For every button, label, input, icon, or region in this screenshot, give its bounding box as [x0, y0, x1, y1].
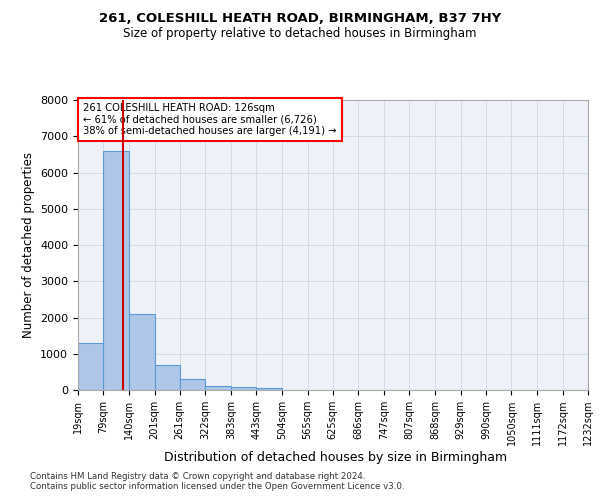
- Y-axis label: Number of detached properties: Number of detached properties: [22, 152, 35, 338]
- Text: Distribution of detached houses by size in Birmingham: Distribution of detached houses by size …: [164, 451, 508, 464]
- Text: Contains HM Land Registry data © Crown copyright and database right 2024.: Contains HM Land Registry data © Crown c…: [30, 472, 365, 481]
- Bar: [256, 388, 282, 390]
- Bar: [231, 387, 256, 390]
- Text: Size of property relative to detached houses in Birmingham: Size of property relative to detached ho…: [123, 28, 477, 40]
- Text: Contains public sector information licensed under the Open Government Licence v3: Contains public sector information licen…: [30, 482, 404, 491]
- Bar: [78, 343, 103, 390]
- Text: 261, COLESHILL HEATH ROAD, BIRMINGHAM, B37 7HY: 261, COLESHILL HEATH ROAD, BIRMINGHAM, B…: [99, 12, 501, 26]
- Bar: [180, 379, 205, 390]
- Bar: [205, 386, 231, 390]
- Text: 261 COLESHILL HEATH ROAD: 126sqm
← 61% of detached houses are smaller (6,726)
38: 261 COLESHILL HEATH ROAD: 126sqm ← 61% o…: [83, 103, 337, 136]
- Bar: [129, 314, 155, 390]
- Bar: [103, 151, 129, 390]
- Bar: [155, 364, 180, 390]
